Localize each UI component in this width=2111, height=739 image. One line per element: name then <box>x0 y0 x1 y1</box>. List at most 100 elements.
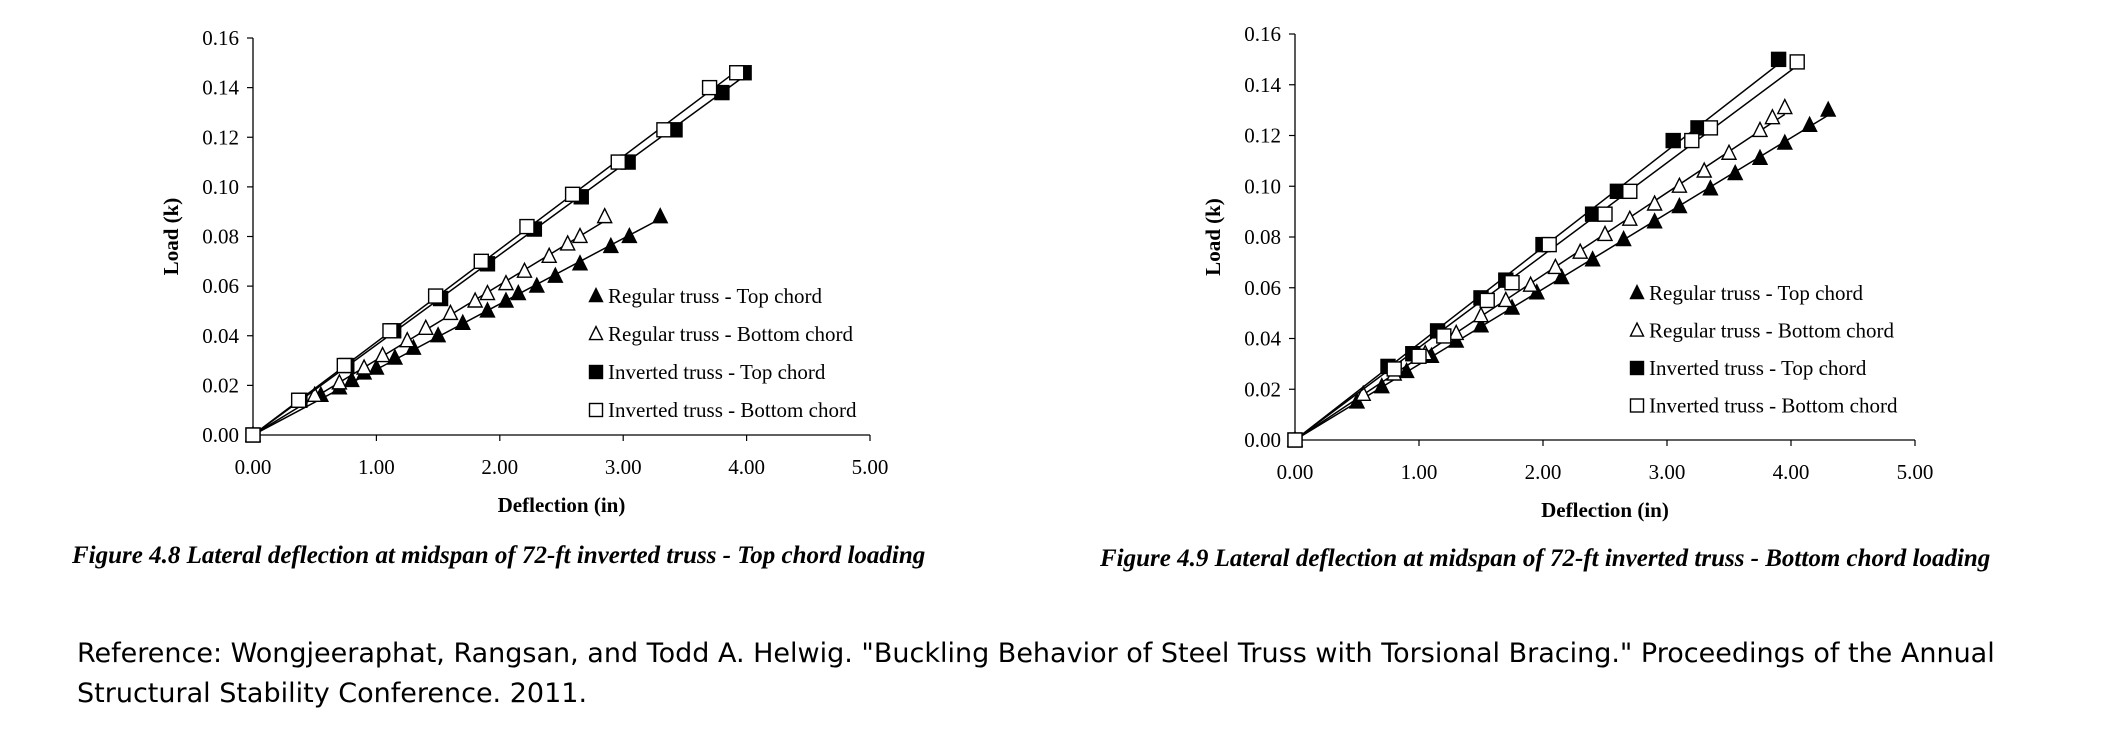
y-tick-label: 0.14 <box>1244 73 1281 97</box>
series-4 <box>1287 54 1805 448</box>
data-point <box>1776 133 1793 150</box>
data-point <box>541 246 558 264</box>
data-point <box>1547 257 1564 275</box>
data-point <box>1448 323 1465 341</box>
data-point <box>399 331 416 348</box>
data-point <box>1671 176 1688 193</box>
reference-citation: Reference: Wongjeeraphat, Rangsan, and T… <box>77 638 1995 709</box>
data-point <box>1596 224 1614 242</box>
series-3 <box>245 65 752 443</box>
legend-marker <box>588 402 604 418</box>
y-tick-label: 0.06 <box>1244 276 1281 300</box>
chart-4-9: 0.00 0.02 0.04 0.06 0.08 0.10 0.12 0.14 0.16 0.00… <box>1201 22 1934 522</box>
x-tick-label: 2.00 <box>1525 460 1562 484</box>
data-point <box>1572 242 1589 259</box>
legend-marker <box>1629 398 1645 413</box>
data-point <box>479 301 496 318</box>
data-point <box>1671 197 1688 214</box>
data-point <box>596 207 613 224</box>
data-point <box>245 427 261 443</box>
data-point <box>1646 212 1663 229</box>
x-tick-label: 0.00 <box>235 455 272 479</box>
legend-entry: Regular truss - Bottom chord <box>608 322 853 346</box>
data-point <box>1584 250 1601 267</box>
data-point <box>1696 161 1713 178</box>
y-tick-label: 0.16 <box>202 26 239 50</box>
data-point <box>1622 183 1638 200</box>
data-point <box>621 226 638 244</box>
y-tick-label: 0.08 <box>1244 225 1281 249</box>
figure-caption-4-8: Figure 4.8 Lateral deflection at midspan… <box>72 542 926 569</box>
legend-entry: Inverted truss - Bottom chord <box>608 398 857 422</box>
series-fit-line <box>1294 113 1786 441</box>
data-point <box>516 261 533 278</box>
y-tick-label: 0.10 <box>202 175 239 199</box>
data-point <box>1479 292 1495 309</box>
data-point <box>1770 51 1787 68</box>
data-point <box>1621 209 1638 226</box>
data-point <box>1751 120 1769 138</box>
x-tick-label: 1.00 <box>1401 460 1438 484</box>
legend-marker <box>588 287 604 303</box>
data-point <box>1789 54 1805 70</box>
data-point <box>336 357 353 374</box>
data-point <box>1702 179 1719 196</box>
legend-marker <box>1629 360 1645 376</box>
data-point <box>547 266 564 283</box>
data-point <box>479 284 496 301</box>
data-point <box>454 313 471 331</box>
data-point <box>1615 229 1632 247</box>
x-tick-label: 5.00 <box>1897 460 1934 484</box>
data-point <box>497 291 515 308</box>
x-tick-label: 3.00 <box>605 455 642 479</box>
y-tick-label: 0.14 <box>202 76 239 100</box>
data-point <box>473 253 489 270</box>
x-axis-title: Deflection (in) <box>498 493 626 517</box>
data-point <box>571 254 589 271</box>
data-point <box>1720 143 1738 160</box>
data-point <box>382 323 398 339</box>
data-point <box>656 122 672 138</box>
y-tick-label: 0.08 <box>202 225 239 249</box>
data-point <box>1472 306 1490 323</box>
data-point <box>510 284 527 301</box>
x-tick-label: 5.00 <box>852 455 889 479</box>
chart-4-8: 0.00 0.02 0.04 0.06 0.08 0.10 0.12 0.14 0.16 0.00… <box>159 26 889 517</box>
data-point <box>602 236 619 254</box>
data-point <box>610 154 626 170</box>
y-tick-label: 0.00 <box>202 423 239 447</box>
data-point <box>701 79 718 96</box>
y-tick-label: 0.16 <box>1244 22 1281 46</box>
y-tick-label: 0.04 <box>1244 327 1281 351</box>
data-point <box>331 373 348 390</box>
y-axis-title: Load (k) <box>159 198 183 276</box>
series-3 <box>1287 51 1787 448</box>
data-point <box>1541 236 1557 253</box>
y-tick-label: 0.10 <box>1244 174 1281 198</box>
data-point <box>1386 361 1402 377</box>
data-point <box>290 392 307 408</box>
data-point <box>519 218 535 235</box>
x-axis-title: Deflection (in) <box>1541 498 1669 522</box>
data-point <box>1504 274 1520 291</box>
legend-entry: Inverted truss - Top chord <box>1649 356 1867 380</box>
data-point <box>1411 348 1427 364</box>
data-point <box>1287 432 1303 448</box>
y-tick-label: 0.02 <box>1244 377 1281 401</box>
x-tick-label: 4.00 <box>728 455 765 479</box>
series-fit-line <box>1294 65 1798 441</box>
series-4 <box>245 65 745 443</box>
data-point <box>386 348 404 365</box>
y-tick-label: 0.00 <box>1244 428 1281 452</box>
series-1 <box>244 207 669 442</box>
data-point <box>1522 275 1539 292</box>
data-point <box>306 385 323 402</box>
legend-marker <box>588 364 604 380</box>
legend-marker <box>1629 321 1645 337</box>
x-tick-label: 4.00 <box>1773 460 1810 484</box>
data-point <box>1373 377 1390 394</box>
data-point <box>1684 132 1700 149</box>
data-point <box>368 358 385 375</box>
figure-4-9: 0.00 0.02 0.04 0.06 0.08 0.10 0.12 0.14 0.16 0.00… <box>1055 0 2110 600</box>
data-point <box>1597 206 1613 222</box>
